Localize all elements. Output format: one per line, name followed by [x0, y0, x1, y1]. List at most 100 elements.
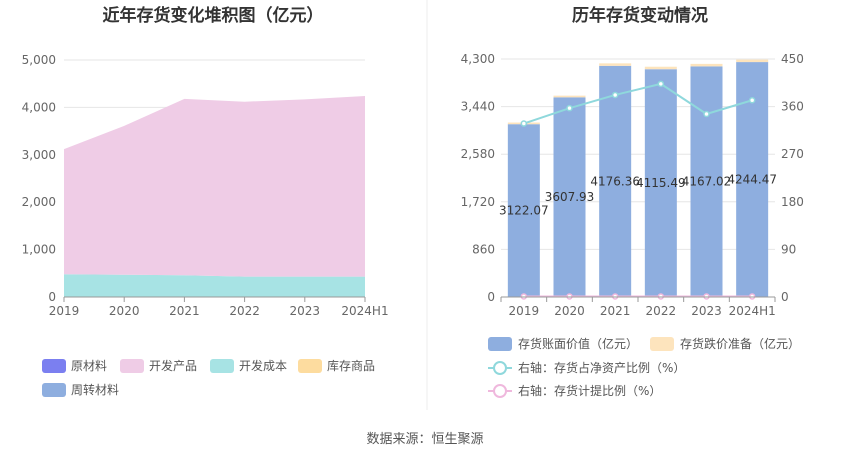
right-legend-item[interactable]: 存货跌价准备（亿元） — [650, 336, 800, 351]
left-x-tick-label: 2021 — [169, 304, 200, 318]
bar-impairment — [690, 63, 723, 67]
left-chart-title: 近年存货变化堆积图（亿元） — [103, 5, 324, 26]
right-y2-tick-label: 90 — [781, 242, 796, 256]
right-y2-tick-label: 270 — [781, 147, 804, 161]
line-point — [611, 293, 619, 300]
right-y-tick-label: 4,300 — [461, 52, 495, 66]
right-y-tick-label: 3,440 — [461, 100, 495, 114]
right-legend-marker — [493, 384, 507, 398]
bar-impairment — [599, 63, 632, 66]
right-x-tick-label: 2019 — [509, 304, 540, 318]
left-x-tick-label: 2019 — [49, 304, 80, 318]
right-y2-tick-label: 0 — [781, 290, 789, 304]
line-右轴：存货占净资产比例（%） — [523, 82, 753, 125]
right-y-tick-label: 860 — [472, 242, 495, 256]
right-legend-marker — [493, 361, 507, 375]
left-y-tick-label: 5,000 — [22, 53, 56, 67]
line-point — [748, 97, 756, 104]
left-x-tick-label: 2020 — [109, 304, 140, 318]
line-point — [657, 293, 665, 300]
bar-value-label: 4167.02 — [682, 175, 732, 189]
right-x-tick-label: 2024H1 — [729, 304, 776, 318]
left-legend-item[interactable]: 原材料 — [42, 359, 107, 373]
right-legend-item[interactable]: 存货账面价值（亿元） — [488, 336, 638, 351]
right-y2-tick-label: 360 — [781, 100, 804, 114]
right-legend: 存货账面价值（亿元） 存货跌价准备（亿元） 右轴：存货占净资产比例（%） 右轴：存货计… — [488, 336, 800, 398]
left-legend-item[interactable]: 库存商品 — [298, 358, 375, 373]
right-legend-label: 存货账面价值（亿元） — [518, 336, 638, 351]
line-point — [520, 120, 528, 127]
left-legend-swatch — [298, 359, 322, 373]
left-legend-label: 开发产品 — [149, 358, 197, 373]
line-point — [703, 293, 710, 300]
left-legend-swatch — [210, 359, 234, 373]
left-x-tick-label: 2023 — [290, 304, 321, 318]
left-legend-item[interactable]: 开发产品 — [120, 358, 197, 373]
line-point — [657, 80, 665, 88]
right-x-tick-label: 2022 — [646, 304, 677, 318]
left-areas — [64, 96, 365, 297]
right-y2-tick-label: 450 — [781, 52, 804, 66]
bar-impairment — [553, 95, 586, 98]
right-y-tick-label: 1,720 — [461, 195, 495, 209]
right-axis: 0 0 860 90 1,720 180 2,580 270 3,440 360 4,300 450 2… — [461, 52, 804, 318]
left-y-tick-label: 3,000 — [22, 148, 56, 162]
right-legend-label: 右轴：存货计提比例（%） — [518, 383, 661, 398]
right-y-tick-label: 0 — [487, 290, 495, 304]
left-legend-label: 周转材料 — [71, 382, 119, 397]
line-point — [520, 293, 528, 300]
bar-value-label: 4115.49 — [636, 176, 686, 190]
left-legend-swatch — [42, 383, 66, 397]
line-point — [566, 104, 573, 112]
right-lines — [520, 80, 756, 300]
data-source: 数据来源：恒生聚源 — [366, 432, 483, 447]
right-legend-item[interactable]: 右轴：存货占净资产比例（%） — [488, 360, 685, 375]
bar-book-value — [507, 124, 540, 297]
left-legend-label: 原材料 — [71, 359, 107, 373]
left-legend-label: 库存商品 — [327, 358, 375, 373]
left-axis: 0 1,000 2,000 3,000 4,000 5,000 2019 2020 2021 20… — [22, 53, 389, 318]
left-legend-swatch — [120, 359, 144, 373]
left-legend-swatch — [42, 359, 66, 373]
left-y-tick-label: 1,000 — [22, 243, 56, 257]
right-legend-item[interactable]: 右轴：存货计提比例（%） — [488, 383, 661, 398]
left-legend-label: 开发成本 — [239, 358, 287, 373]
line-point — [566, 293, 573, 300]
bar-value-label: 3607.93 — [545, 190, 595, 204]
left-x-tick-label: 2022 — [229, 304, 260, 318]
right-legend-label: 存货跌价准备（亿元） — [680, 336, 800, 351]
inventory-stacked-area-chart: 近年存货变化堆积图（亿元） 0 1,000 2,000 3,000 4,000 5,000… — [22, 5, 389, 397]
left-x-tick-label: 2024H1 — [341, 304, 388, 318]
left-y-tick-label: 4,000 — [22, 100, 56, 114]
right-grid — [501, 58, 775, 250]
right-bars — [507, 59, 769, 298]
right-chart-title: 历年存货变动情况 — [572, 5, 708, 26]
right-x-tick-label: 2020 — [554, 304, 585, 318]
right-legend-label: 右轴：存货占净资产比例（%） — [518, 360, 685, 375]
bar-book-value — [690, 66, 723, 297]
right-legend-swatch — [488, 337, 512, 351]
right-x-tick-label: 2023 — [691, 304, 722, 318]
line-point — [703, 110, 710, 118]
line-point — [611, 91, 619, 99]
left-y-tick-label: 0 — [48, 290, 56, 304]
area-开发成本 — [64, 274, 365, 297]
bar-value-label: 3122.07 — [499, 204, 549, 218]
left-y-tick-label: 2,000 — [22, 195, 56, 209]
right-x-tick-label: 2021 — [600, 304, 631, 318]
left-legend-item[interactable]: 周转材料 — [42, 382, 119, 397]
right-y2-tick-label: 180 — [781, 195, 804, 209]
area-开发产品 — [64, 96, 365, 277]
left-legend-item[interactable]: 开发成本 — [210, 358, 287, 373]
bar-value-label: 4176.36 — [590, 174, 640, 188]
right-y-tick-label: 2,580 — [461, 147, 495, 161]
bar-impairment — [644, 66, 677, 70]
line-point — [748, 293, 756, 300]
bar-book-value — [553, 97, 586, 297]
bar-book-value — [599, 65, 632, 298]
bar-value-label: 4244.47 — [727, 173, 777, 187]
bar-book-value — [644, 69, 677, 297]
